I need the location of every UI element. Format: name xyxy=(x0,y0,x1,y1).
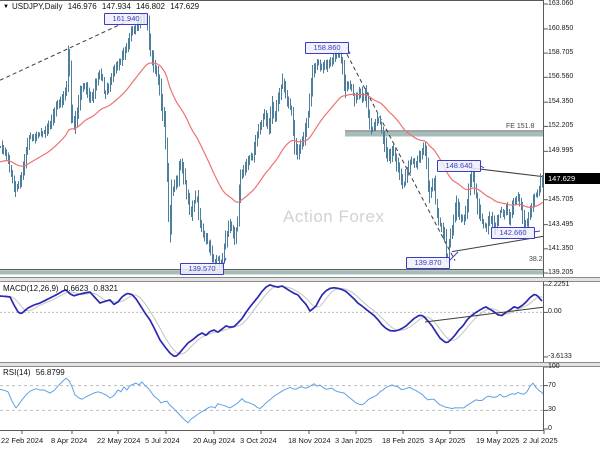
price-label-139870[interactable]: 139.870 xyxy=(406,257,450,269)
rsi-panel[interactable] xyxy=(0,366,543,430)
price-label-158860[interactable]: 158.860 xyxy=(305,42,349,54)
axis-tick-label: 0 xyxy=(548,425,552,432)
current-price-tag: 147.629 xyxy=(545,172,600,184)
axis-tick-label: 139.205 xyxy=(548,269,574,276)
ohlc-open: 146.976 xyxy=(67,2,97,11)
date-tick-label: 22 May 2024 xyxy=(97,436,141,445)
macd-label: MACD(12,26,9) xyxy=(3,284,59,293)
date-tick-label: 5 Jul 2024 xyxy=(145,436,180,445)
ohlc-close: 147.629 xyxy=(170,2,200,11)
fib-extension-label: FE 151.8 xyxy=(506,123,535,130)
price-label-148640[interactable]: 148.640 xyxy=(437,160,481,172)
date-tick-label: 3 Apr 2025 xyxy=(429,436,466,445)
macd-panel[interactable] xyxy=(0,281,543,362)
date-tick-label: 3 Jan 2025 xyxy=(335,436,373,445)
axis-tick-label: 154.350 xyxy=(548,98,574,106)
panel-separator[interactable] xyxy=(0,362,600,367)
axis-tick-label: 158.705 xyxy=(548,49,574,57)
price-label-139570[interactable]: 139.570 xyxy=(180,263,224,275)
axis-tick-label: 156.560 xyxy=(548,73,574,81)
axis-tick-label: 152.205 xyxy=(548,122,574,130)
date-tick-label: 20 Aug 2024 xyxy=(193,436,236,445)
date-tick-label: 19 May 2025 xyxy=(476,436,520,445)
axis-tick-label: 163.060 xyxy=(548,0,574,7)
date-tick-label: 18 Feb 2025 xyxy=(382,436,425,445)
axis-tick-label: 2.2251 xyxy=(548,280,570,288)
price-label-161940[interactable]: 161.940 xyxy=(104,13,148,25)
axis-tick-label: 141.350 xyxy=(548,244,574,252)
axis-tick-label: 0.00 xyxy=(548,308,562,316)
price-label-142660[interactable]: 142.660 xyxy=(491,227,535,239)
axis-tick-label: -3.6133 xyxy=(548,352,572,360)
macd-header: MACD(12,26,9) 0.6623 0.8321 xyxy=(3,284,121,293)
axis-tick-label: 145.705 xyxy=(548,195,574,203)
chart-title: ▼ USDJPY,Daily 146.976 147.934 146.802 14… xyxy=(3,2,202,11)
date-tick-label: 18 Nov 2024 xyxy=(288,436,331,445)
rsi-header: RSI(14) 56.8799 xyxy=(3,368,68,377)
fib-retracement-label: 38.2 xyxy=(529,256,543,263)
price-panel[interactable] xyxy=(0,0,543,277)
ohlc-low: 146.802 xyxy=(136,2,165,11)
ohlc-high: 147.934 xyxy=(101,2,131,11)
date-tick-label: 8 Apr 2024 xyxy=(51,436,88,445)
axis-tick-label: 149.995 xyxy=(548,147,574,155)
axis-tick-label: 30 xyxy=(548,406,556,414)
macd-value: 0.6623 xyxy=(63,284,89,293)
date-tick-label: 3 Oct 2024 xyxy=(240,436,277,445)
date-tick-label: 22 Feb 2024 xyxy=(1,436,44,445)
rsi-label: RSI(14) xyxy=(3,368,31,377)
axis-tick-label: 100 xyxy=(548,363,560,370)
axis-tick-label: 70 xyxy=(548,381,556,389)
date-tick-label: 2 Jul 2025 xyxy=(523,436,558,445)
axis-tick-label: 160.850 xyxy=(548,24,574,32)
macd-signal-value: 0.8321 xyxy=(93,284,118,293)
axis-tick-label: 143.495 xyxy=(548,220,574,228)
symbol-label: USDJPY,Daily xyxy=(11,2,63,11)
symbol-dropdown-icon[interactable]: ▼ xyxy=(3,4,9,10)
rsi-value: 56.8799 xyxy=(35,368,65,377)
panel-separator[interactable] xyxy=(0,277,600,282)
